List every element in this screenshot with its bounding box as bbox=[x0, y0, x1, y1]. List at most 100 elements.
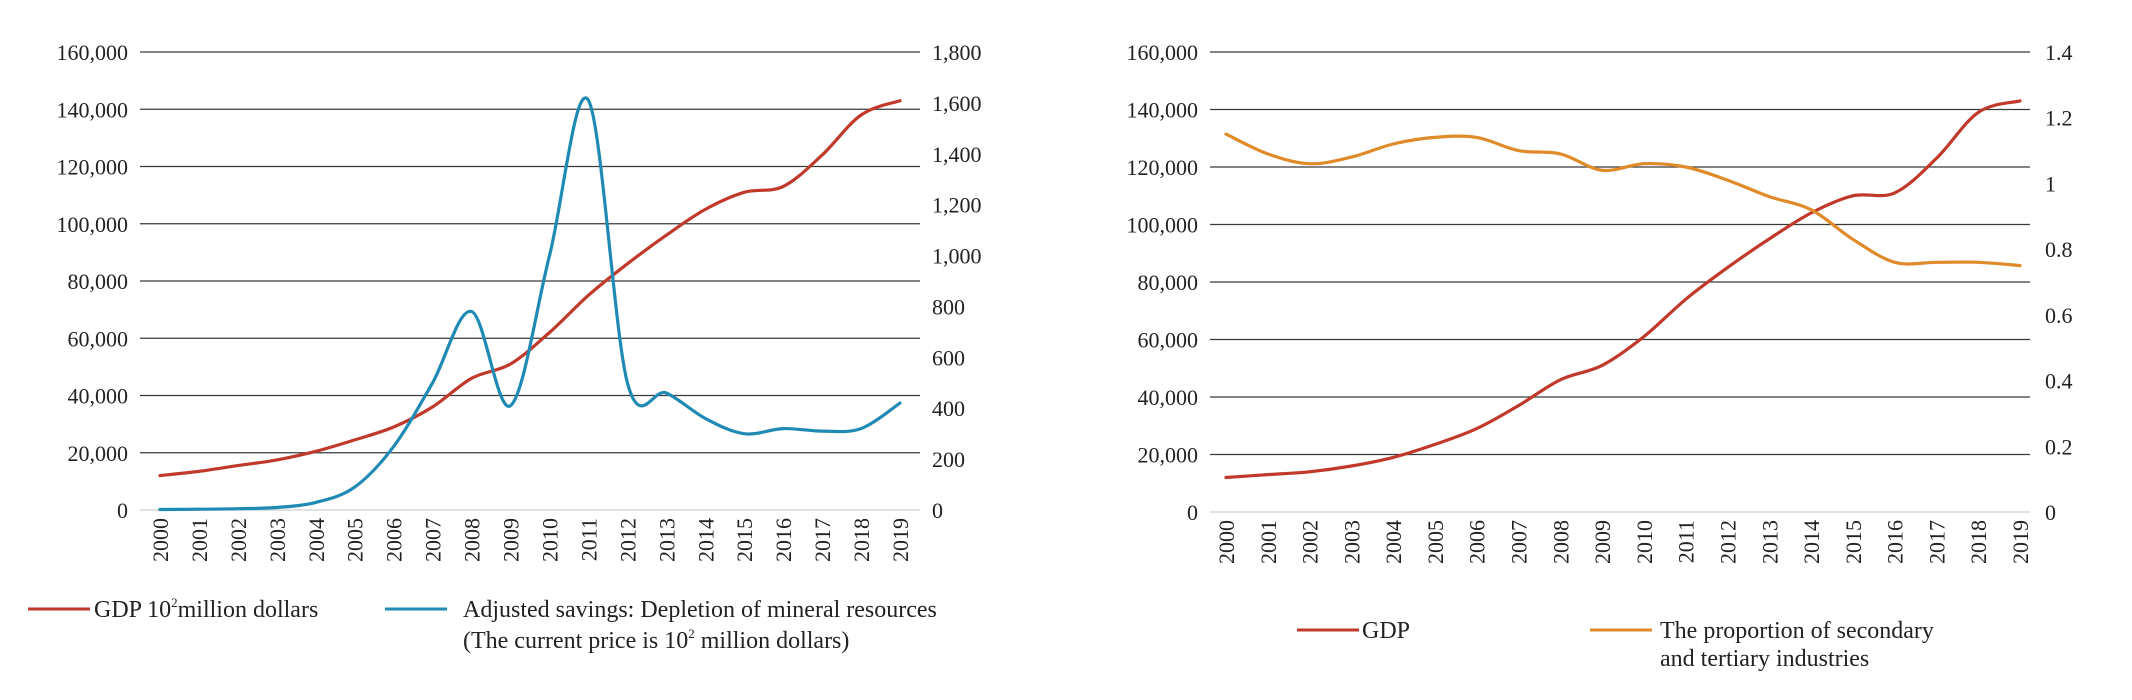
data-point bbox=[314, 449, 318, 453]
data-point bbox=[1433, 135, 1437, 139]
x-axis-tick-label: 2010 bbox=[537, 518, 562, 562]
left-axis-tick-label: 80,000 bbox=[1138, 270, 1199, 295]
x-axis-tick-label: 2005 bbox=[1423, 520, 1448, 564]
x-axis-tick-label: 2003 bbox=[265, 518, 290, 562]
data-point bbox=[1266, 473, 1270, 477]
x-axis-tick-label: 2008 bbox=[460, 518, 485, 562]
data-point bbox=[197, 507, 201, 511]
x-axis-tick-label: 2016 bbox=[771, 518, 796, 562]
right-axis-tick-label: 1.2 bbox=[2045, 106, 2073, 131]
data-point bbox=[859, 113, 863, 117]
data-point bbox=[664, 233, 668, 237]
left-axis-tick-label: 140,000 bbox=[1127, 98, 1199, 123]
left-axis-tick-label: 20,000 bbox=[1138, 443, 1199, 468]
data-point bbox=[1976, 260, 1980, 264]
data-point bbox=[158, 507, 162, 511]
right-axis-tick-label: 600 bbox=[932, 345, 965, 370]
legend-chart-2: GDP The proportion of secondary and tert… bbox=[1297, 618, 1934, 672]
x-axis-tick-label: 2017 bbox=[1924, 520, 1949, 564]
right-axis-tick-label: 0.4 bbox=[2045, 369, 2073, 394]
x-axis-tick-label: 2009 bbox=[1590, 520, 1615, 564]
data-point bbox=[1266, 152, 1270, 156]
data-point bbox=[236, 464, 240, 468]
data-point bbox=[625, 262, 629, 266]
left-axis-tick-label: 60,000 bbox=[1138, 328, 1199, 353]
data-point bbox=[1976, 110, 1980, 114]
x-axis-tick-label: 2004 bbox=[304, 518, 329, 562]
data-point bbox=[392, 444, 396, 448]
right-axis-tick-label: 1,800 bbox=[932, 40, 982, 65]
data-point bbox=[1475, 427, 1479, 431]
right-axis-tick-label: 1 bbox=[2045, 171, 2056, 196]
data-point bbox=[781, 427, 785, 431]
x-axis-tick-label: 2019 bbox=[888, 518, 913, 562]
data-point bbox=[1684, 165, 1688, 169]
data-point bbox=[1391, 142, 1395, 146]
x-axis-tick-label: 2016 bbox=[1883, 520, 1908, 564]
data-point bbox=[1767, 195, 1771, 199]
right-axis-tick-label: 800 bbox=[932, 294, 965, 319]
data-point bbox=[392, 425, 396, 429]
data-point bbox=[1934, 156, 1938, 160]
data-point bbox=[1349, 464, 1353, 468]
data-point bbox=[1224, 476, 1228, 480]
data-point bbox=[898, 99, 902, 103]
left-axis-tick-label: 60,000 bbox=[68, 326, 129, 351]
data-point bbox=[470, 376, 474, 380]
data-point bbox=[197, 469, 201, 473]
x-axis-tick-label: 2001 bbox=[1256, 520, 1281, 564]
data-point bbox=[586, 293, 590, 297]
x-axis-tick-label: 2007 bbox=[1507, 520, 1532, 564]
data-point bbox=[509, 362, 513, 366]
legend-gdp-label: GDP 102million dollars bbox=[94, 595, 318, 623]
data-point bbox=[1391, 455, 1395, 459]
data-point bbox=[1725, 178, 1729, 182]
left-axis-tick-label: 160,000 bbox=[57, 40, 129, 65]
x-axis-tick-label: 2000 bbox=[1214, 520, 1239, 564]
left-axis-tick-label: 120,000 bbox=[57, 155, 129, 180]
data-point bbox=[547, 254, 551, 258]
legend-depletion-label-line2: (The current price is 102 million dollar… bbox=[463, 626, 849, 654]
x-axis-tick-label: 2014 bbox=[1799, 520, 1824, 564]
data-point bbox=[1725, 266, 1729, 270]
series-line-gdp bbox=[158, 99, 902, 478]
data-point bbox=[898, 401, 902, 405]
x-axis-tick-label: 2014 bbox=[693, 518, 718, 562]
x-axis-tick-label: 2009 bbox=[499, 518, 524, 562]
data-point bbox=[236, 507, 240, 511]
data-point bbox=[2018, 99, 2022, 103]
left-axis-tick-label: 160,000 bbox=[1127, 40, 1199, 65]
legend-depletion-label: Adjusted savings: Depletion of mineral r… bbox=[463, 597, 937, 623]
right-axis-tick-label: 0.8 bbox=[2045, 237, 2073, 262]
x-axis-tick-label: 2012 bbox=[1715, 520, 1740, 564]
data-point bbox=[859, 427, 863, 431]
data-point bbox=[703, 416, 707, 420]
right-axis-tick-label: 0.6 bbox=[2045, 303, 2073, 328]
right-axis-tick-label: 0.2 bbox=[2045, 434, 2073, 459]
right-axis-tick-label: 200 bbox=[932, 447, 965, 472]
data-point bbox=[470, 310, 474, 314]
series-line-gdp bbox=[1224, 99, 2022, 480]
x-axis-tick-label: 2011 bbox=[576, 518, 601, 561]
data-point bbox=[1893, 260, 1897, 264]
data-point bbox=[703, 207, 707, 211]
x-axis-tick-label: 2003 bbox=[1339, 520, 1364, 564]
data-point bbox=[1642, 335, 1646, 339]
right-axis-tick-label: 1,400 bbox=[932, 142, 982, 167]
data-point bbox=[431, 405, 435, 409]
data-point bbox=[1558, 378, 1562, 382]
left-axis-tick-label: 100,000 bbox=[1127, 213, 1199, 238]
data-point bbox=[1851, 237, 1855, 241]
data-point bbox=[353, 438, 357, 442]
left-axis-tick-label: 40,000 bbox=[1138, 385, 1199, 410]
right-axis-tick-label: 400 bbox=[932, 396, 965, 421]
data-point bbox=[586, 98, 590, 102]
legend-proportion-label: The proportion of secondary bbox=[1660, 618, 1934, 644]
data-point bbox=[1308, 470, 1312, 474]
right-axis-tick-label: 1,200 bbox=[932, 193, 982, 218]
data-point bbox=[1349, 155, 1353, 159]
chart-gdp-vs-industry-proportion: 0 20,000 40,000 60,000 80,000 100,000 120,000 1… bbox=[1127, 40, 2073, 564]
left-axis-tick-label: 40,000 bbox=[68, 384, 129, 409]
data-point bbox=[1433, 442, 1437, 446]
left-axis-tick-label: 0 bbox=[1187, 500, 1198, 525]
